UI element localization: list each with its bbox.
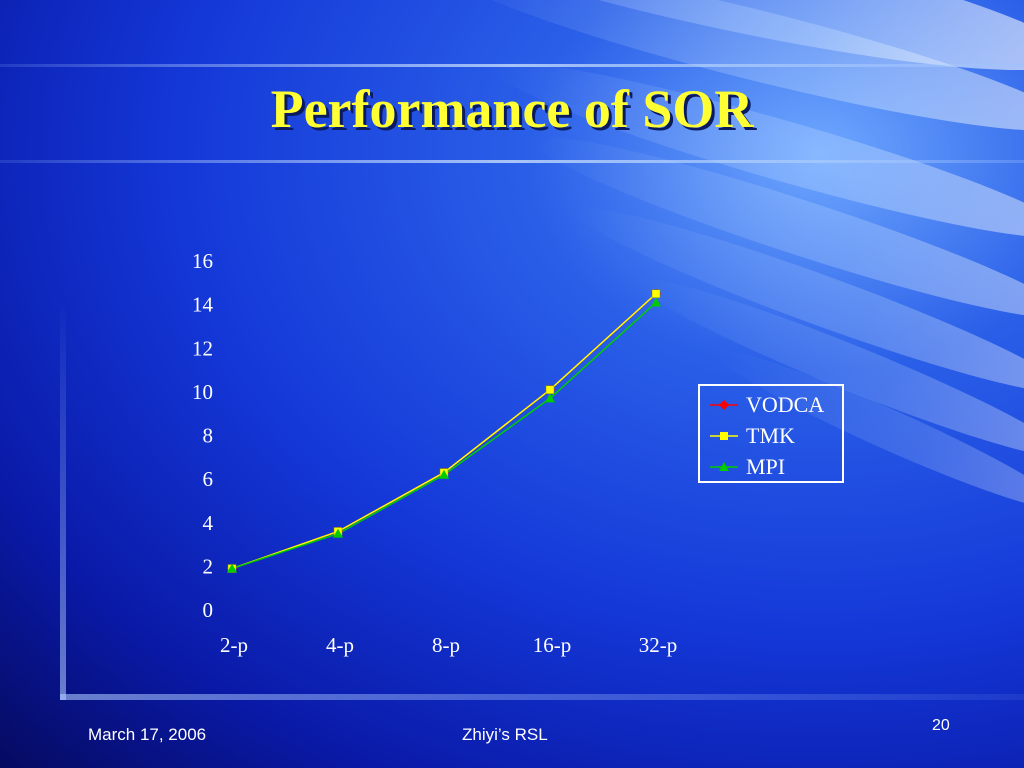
frame-left-edge (60, 300, 66, 700)
y-tick-label: 6 (203, 467, 214, 491)
data-point-tmk (651, 289, 661, 298)
data-point-mpi (651, 297, 661, 307)
y-tick-label: 4 (203, 511, 214, 535)
y-tick-label: 2 (203, 554, 214, 578)
chart-legend: VODCA TMK MPI (698, 384, 844, 483)
legend-item-tmk: TMK (708, 421, 795, 451)
x-tick-label: 8-p (432, 633, 460, 657)
y-tick-label: 10 (192, 380, 213, 404)
y-tick-label: 14 (192, 293, 214, 317)
y-tick-label: 0 (203, 598, 214, 622)
legend-marker-mpi (710, 462, 738, 471)
page-number: 20 (932, 717, 950, 734)
frame-bottom-edge (60, 694, 1024, 700)
legend-label: MPI (746, 454, 786, 479)
footer-date: March 17, 2006 (88, 725, 207, 744)
footer-center-text: Zhiyi’s RSL (462, 725, 548, 744)
legend-item-vodca: VODCA (708, 390, 824, 420)
y-tick-label: 8 (203, 424, 214, 448)
legend-marker-tmk (710, 432, 738, 440)
x-tick-label: 2-p (220, 633, 248, 657)
header-band-top (0, 64, 1024, 67)
y-tick-label: 12 (192, 336, 213, 360)
data-point-mpi (227, 563, 237, 573)
data-point-mpi (439, 469, 449, 479)
slide-title: Performance of SOR (270, 79, 754, 139)
data-point-mpi (333, 528, 343, 538)
data-point-tmk (545, 385, 555, 394)
x-tick-label: 4-p (326, 633, 354, 657)
legend-marker-vodca (710, 400, 738, 410)
y-tick-label: 16 (192, 249, 213, 273)
header-band-bottom (0, 160, 1024, 163)
series-line-tmk (231, 293, 657, 570)
legend-item-mpi: MPI (708, 452, 785, 482)
x-tick-label: 16-p (533, 633, 572, 657)
legend-label: VODCA (746, 392, 825, 417)
series-line-mpi (231, 301, 657, 570)
x-tick-label: 32-p (639, 633, 678, 657)
data-point-mpi (545, 393, 555, 403)
series-line-vodca (231, 293, 657, 570)
legend-label: TMK (746, 423, 795, 448)
